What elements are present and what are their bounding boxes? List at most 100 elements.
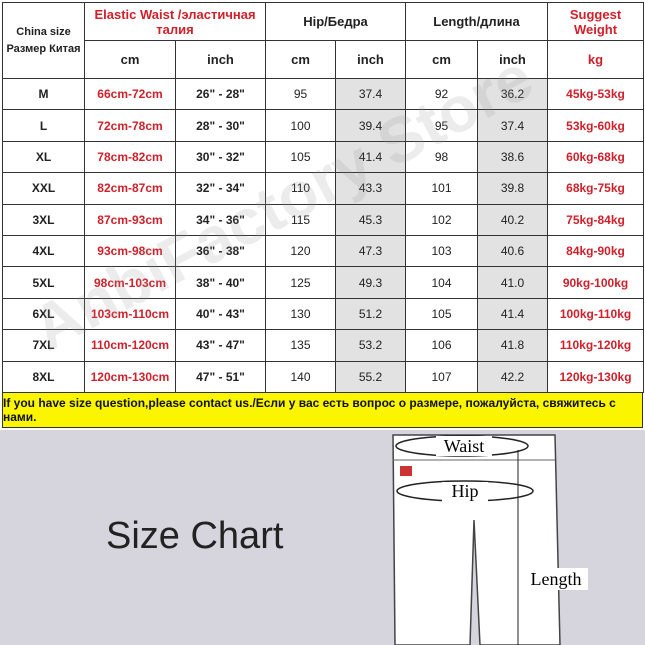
size-header-ru: Размер Китая	[6, 42, 81, 55]
cell-weight: 45kg-53kg	[547, 77, 645, 111]
cell-length-cm: 92	[405, 77, 479, 111]
cell-size: 5XL	[2, 266, 85, 299]
cell-size: M	[2, 77, 85, 111]
table-row: L 72cm-78cm 28" - 30" 100 39.4 95 37.4 53kg-60k…	[2, 109, 645, 142]
size-chart-title: Size Chart	[106, 515, 284, 557]
waist-label: Waist	[444, 436, 485, 456]
cell-waist-inch: 26" - 28"	[174, 77, 267, 111]
cell-hip-cm: 135	[265, 329, 337, 362]
cell-waist-cm: 103cm-110cm	[84, 297, 176, 331]
table-row: 3XL 87cm-93cm 34" - 36" 115 45.3 102 40.2 75kg-…	[2, 203, 645, 236]
cell-size: L	[2, 109, 85, 142]
cell-hip-inch: 37.4	[335, 77, 407, 111]
china-size-header: China size Размер Китая	[2, 2, 85, 79]
cell-waist-cm: 120cm-130cm	[84, 360, 176, 393]
cell-weight: 68kg-75kg	[547, 172, 645, 205]
cell-size: XXL	[2, 172, 85, 205]
cell-hip-cm: 105	[265, 140, 337, 174]
cell-weight: 90kg-100kg	[547, 266, 645, 299]
cell-length-inch: 41.4	[477, 297, 549, 331]
cell-hip-cm: 130	[265, 297, 337, 331]
cell-hip-cm: 95	[265, 77, 337, 111]
cell-length-cm: 102	[405, 203, 479, 236]
table-row: 7XL 110cm-120cm 43" - 47" 135 53.2 106 41.8 110…	[2, 329, 645, 362]
cell-size: XL	[2, 140, 85, 174]
table-row: 4XL 93cm-98cm 36" - 38" 120 47.3 103 40.6 84kg-…	[2, 234, 645, 268]
cell-length-inch: 41.0	[477, 266, 549, 299]
cell-waist-cm: 93cm-98cm	[84, 234, 176, 268]
cell-hip-cm: 115	[265, 203, 337, 236]
table-row: XXL 82cm-87cm 32" - 34" 110 43.3 101 39.8 68kg-…	[2, 172, 645, 205]
cell-weight: 110kg-120kg	[547, 329, 645, 362]
cell-waist-cm: 110cm-120cm	[84, 329, 176, 362]
table-row: 8XL 120cm-130cm 47" - 51" 140 55.2 107 42.2 120…	[2, 360, 645, 393]
cell-length-cm: 106	[405, 329, 479, 362]
unit-cm: cm	[84, 40, 176, 79]
cell-waist-cm: 72cm-78cm	[84, 109, 176, 142]
cell-weight: 100kg-110kg	[547, 297, 645, 331]
contact-banner: If you have size question,please contact…	[2, 392, 643, 428]
cell-waist-inch: 34" - 36"	[174, 203, 267, 236]
cell-hip-inch: 45.3	[335, 203, 407, 236]
unit-cm: cm	[265, 40, 337, 79]
size-header-en: China size	[16, 25, 71, 38]
waist-header: Elastic Waist /эластичная талия	[83, 2, 267, 41]
cell-hip-cm: 140	[265, 360, 337, 393]
cell-length-cm: 107	[405, 360, 479, 393]
cell-waist-inch: 28" - 30"	[174, 109, 267, 142]
cell-waist-inch: 38" - 40"	[174, 266, 267, 299]
unit-inch: inch	[335, 40, 407, 79]
cell-hip-inch: 51.2	[335, 297, 407, 331]
cell-waist-inch: 32" - 34"	[174, 172, 267, 205]
unit-inch: inch	[174, 40, 267, 79]
cell-waist-cm: 98cm-103cm	[84, 266, 176, 299]
cell-length-cm: 103	[405, 234, 479, 268]
cell-hip-inch: 41.4	[335, 140, 407, 174]
cell-length-inch: 36.2	[477, 77, 549, 111]
cell-waist-inch: 40" - 43"	[174, 297, 267, 331]
cell-weight: 84kg-90kg	[547, 234, 645, 268]
size-table: China size Размер Китая Elastic Waist /эл…	[2, 2, 645, 393]
cell-weight: 120kg-130kg	[547, 360, 645, 393]
cell-hip-cm: 100	[265, 109, 337, 142]
cell-hip-inch: 55.2	[335, 360, 407, 393]
cell-length-inch: 40.6	[477, 234, 549, 268]
unit-inch: inch	[477, 40, 549, 79]
cell-size: 4XL	[2, 234, 85, 268]
cell-length-inch: 40.2	[477, 203, 549, 236]
weight-header: Suggest Weight	[547, 2, 645, 41]
cell-waist-inch: 43" - 47"	[174, 329, 267, 362]
cell-length-cm: 104	[405, 266, 479, 299]
length-label: Length	[531, 569, 582, 589]
cell-hip-cm: 125	[265, 266, 337, 299]
table-row: 5XL 98cm-103cm 38" - 40" 125 49.3 104 41.0 90kg…	[2, 266, 645, 299]
cell-weight: 53kg-60kg	[547, 109, 645, 142]
table-row: M 66cm-72cm 26" - 28" 95 37.4 92 36.2 45kg-53kg	[2, 77, 645, 111]
unit-kg: kg	[547, 40, 645, 79]
hip-header: Hip/Бедра	[265, 2, 407, 41]
cell-size: 8XL	[2, 360, 85, 393]
cell-size: 7XL	[2, 329, 85, 362]
cell-length-inch: 42.2	[477, 360, 549, 393]
cell-hip-cm: 120	[265, 234, 337, 268]
unit-cm: cm	[405, 40, 479, 79]
cell-waist-inch: 47" - 51"	[174, 360, 267, 393]
cell-hip-inch: 49.3	[335, 266, 407, 299]
cell-length-inch: 41.8	[477, 329, 549, 362]
table-row: XL 78cm-82cm 30" - 32" 105 41.4 98 38.6 60kg-68…	[2, 140, 645, 174]
cell-weight: 75kg-84kg	[547, 203, 645, 236]
cell-length-cm: 101	[405, 172, 479, 205]
hip-label: Hip	[452, 481, 479, 501]
cell-hip-inch: 39.4	[335, 109, 407, 142]
cell-hip-inch: 53.2	[335, 329, 407, 362]
cell-waist-cm: 82cm-87cm	[84, 172, 176, 205]
cell-length-cm: 95	[405, 109, 479, 142]
cell-length-inch: 39.8	[477, 172, 549, 205]
cell-hip-inch: 47.3	[335, 234, 407, 268]
cell-size: 3XL	[2, 203, 85, 236]
cell-length-cm: 105	[405, 297, 479, 331]
cell-length-inch: 37.4	[477, 109, 549, 142]
cell-length-inch: 38.6	[477, 140, 549, 174]
cell-waist-inch: 36" - 38"	[174, 234, 267, 268]
cell-waist-cm: 78cm-82cm	[84, 140, 176, 174]
